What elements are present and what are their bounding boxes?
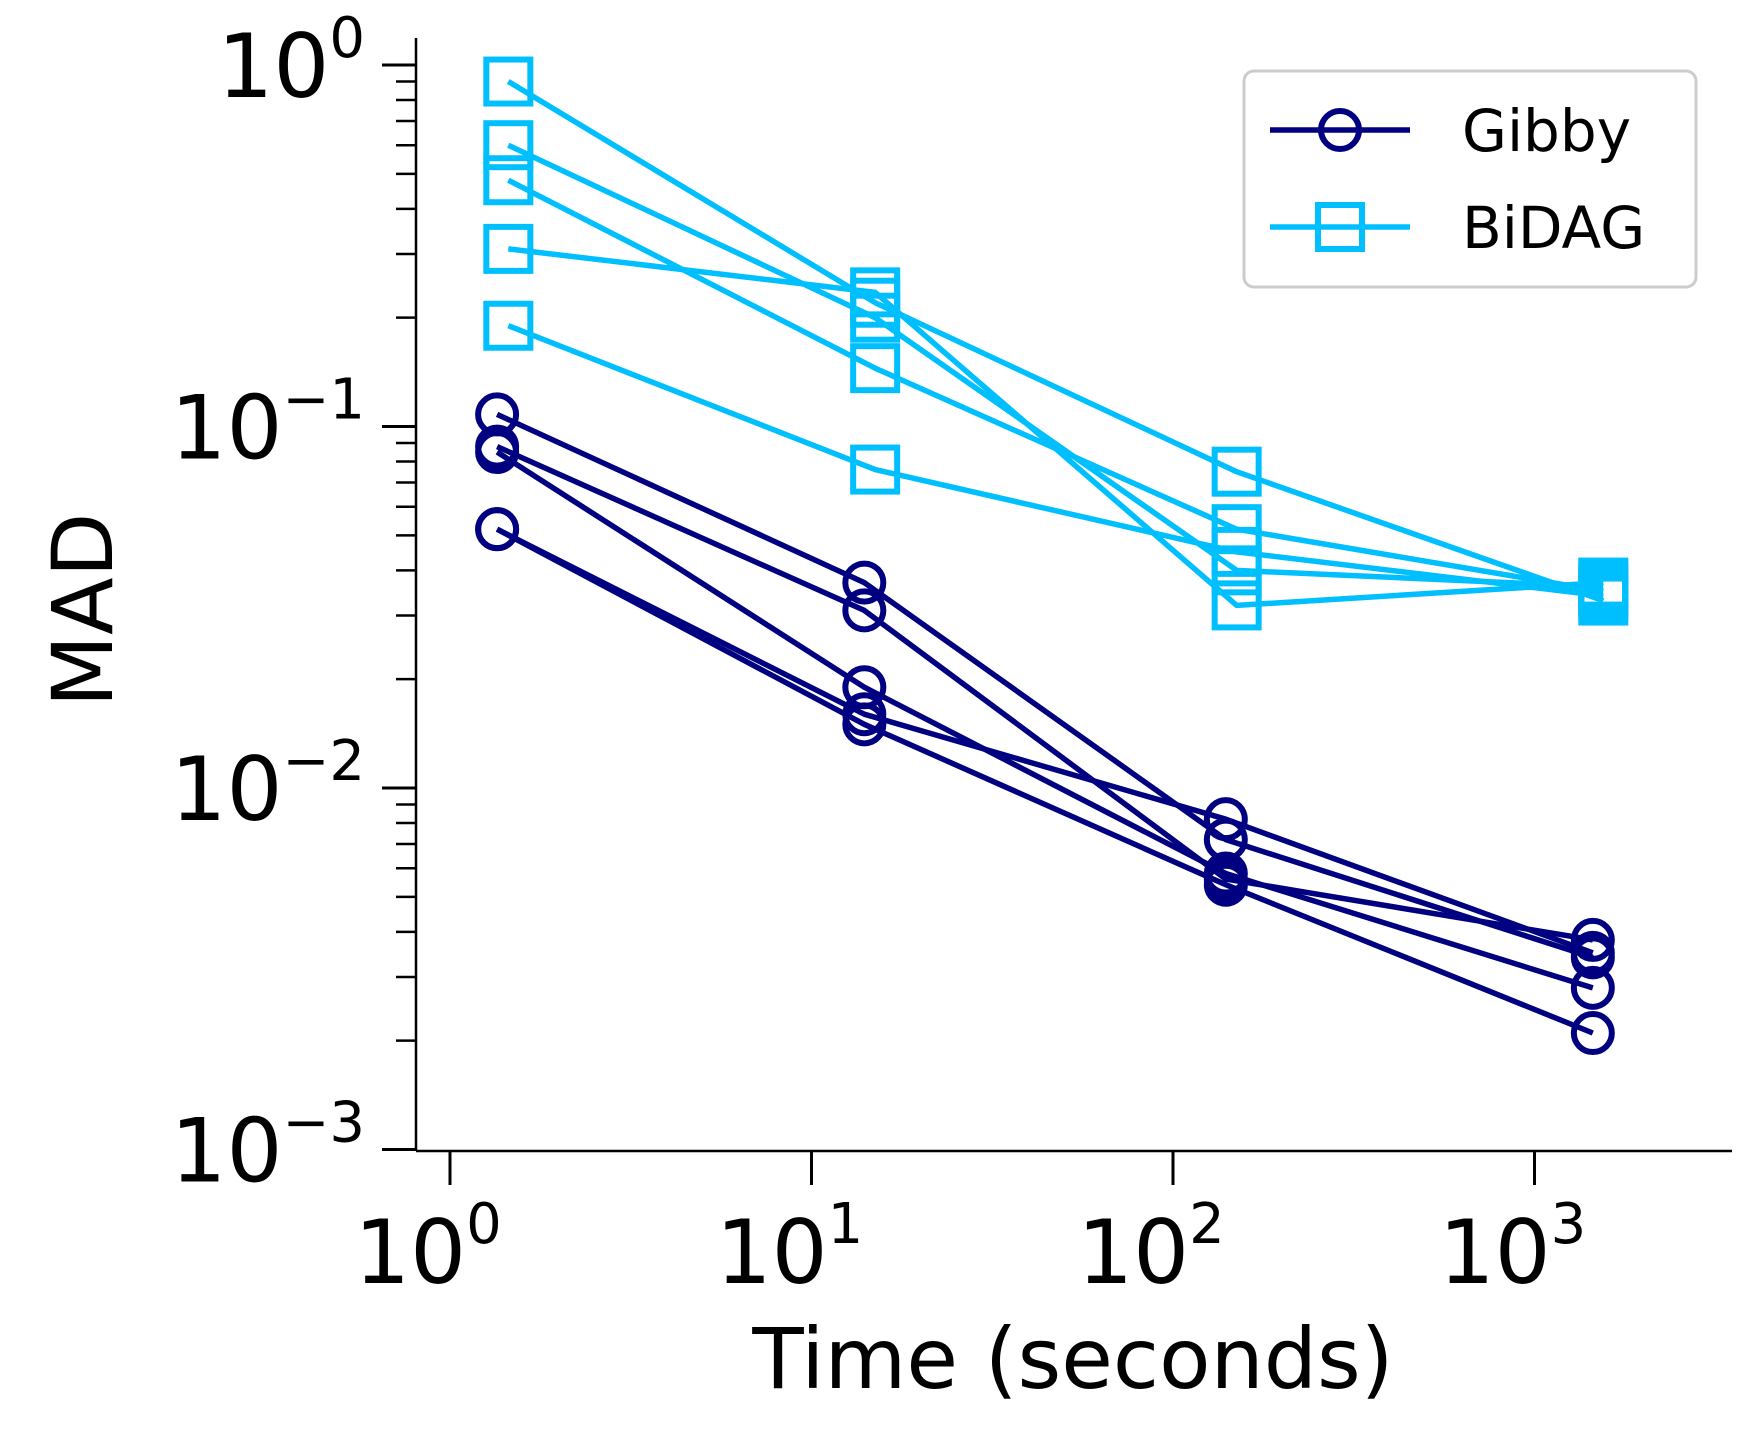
series-gibby-3: [475, 430, 1615, 1010]
series-line: [495, 526, 1594, 1036]
y-axis-label: MAD: [34, 513, 132, 708]
circle-marker: [1570, 930, 1615, 975]
series-line: [507, 246, 1604, 609]
legend-swatch-marker: [1318, 108, 1362, 152]
circle-marker: [1570, 1011, 1615, 1056]
x-tick-label: 102: [1077, 1192, 1225, 1304]
legend-label: Gibby: [1462, 97, 1631, 165]
legend-item-bidag: BiDAG: [1270, 194, 1645, 262]
square-marker: [483, 120, 534, 171]
square-marker: [850, 267, 901, 318]
circle-marker: [842, 560, 887, 605]
square-marker: [1578, 570, 1629, 621]
x-tick-label: 103: [1439, 1192, 1587, 1304]
square-marker: [850, 444, 901, 495]
y-tick-label: 10−2: [170, 729, 365, 841]
x-axis-label: Time (seconds): [751, 1310, 1393, 1408]
series-line: [507, 323, 1604, 599]
series-layer: [475, 56, 1629, 1056]
y-tick-label: 10−1: [170, 368, 365, 480]
legend-item-gibby: Gibby: [1270, 97, 1631, 165]
square-marker: [483, 56, 534, 107]
series-line: [506, 79, 1605, 604]
circle-marker: [1203, 797, 1248, 842]
y-tick-label: 100: [217, 6, 365, 118]
circle-marker: [1570, 917, 1615, 962]
axes: 10−3 10−2 10−1 100 100 101 102 103: [170, 6, 1732, 1304]
series-line: [495, 526, 1594, 956]
series-line: [495, 411, 1594, 961]
legend: Gibby BiDAG: [1242, 69, 1698, 289]
series-gibby-5: [475, 507, 1615, 1056]
circle-marker: [475, 507, 520, 552]
series-bidag-10: [483, 300, 1629, 621]
legend-label: BiDAG: [1462, 194, 1645, 262]
series-line: [495, 444, 1594, 943]
square-marker: [1211, 446, 1262, 497]
square-marker: [850, 343, 901, 394]
square-marker: [1211, 580, 1262, 631]
circle-marker: [1203, 862, 1248, 907]
square-marker: [483, 300, 534, 351]
circle-marker: [842, 588, 887, 633]
circle-marker: [475, 430, 520, 475]
x-tick-label: 100: [354, 1192, 502, 1304]
x-tick-label: 101: [716, 1192, 864, 1304]
series-line: [495, 449, 1594, 991]
legend-swatch-marker: [1315, 202, 1365, 252]
series-line: [507, 142, 1604, 590]
square-marker: [1211, 526, 1262, 577]
square-marker: [483, 223, 534, 274]
series-gibby-1: [475, 392, 1615, 980]
y-tick-label: 10−3: [170, 1091, 365, 1203]
square-marker: [483, 155, 534, 206]
circle-marker: [842, 702, 887, 747]
